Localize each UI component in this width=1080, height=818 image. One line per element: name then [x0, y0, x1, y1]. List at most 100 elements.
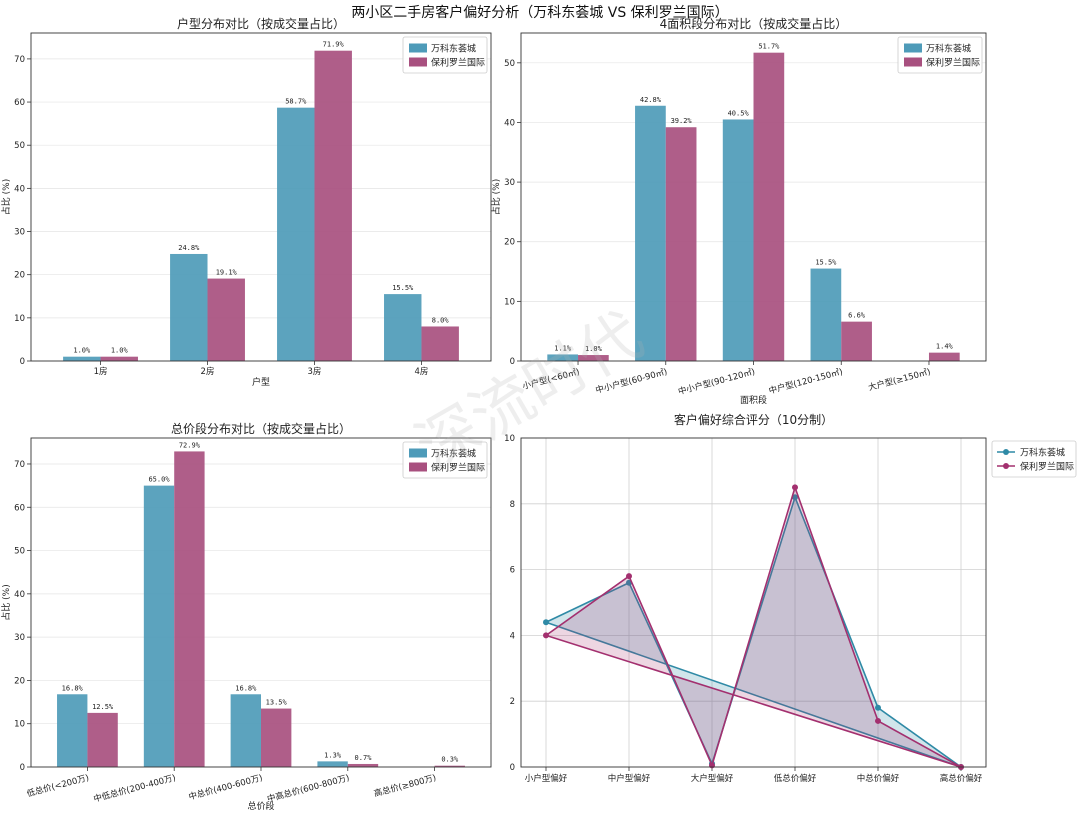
bar-保利罗兰国际-2房 [207, 278, 245, 361]
figure-title: 两小区二手房客户偏好分析（万科东荟城 VS 保利罗兰国际） [351, 4, 728, 21]
bar-保利罗兰国际-小户型(<60㎡) [578, 355, 609, 361]
y-tick-label: 60 [14, 503, 25, 513]
y-tick-label: 0 [510, 763, 515, 773]
bar-value-label: 24.8% [178, 244, 200, 252]
y-tick-label: 40 [504, 118, 515, 128]
bar-万科东荟城-中高总价(600-800万) [317, 761, 348, 767]
x-axis-label: 户型 [252, 376, 270, 388]
legend-swatch-0 [904, 43, 922, 53]
data-point-万科东荟城-低总价偏好 [792, 494, 798, 501]
bar-value-label: 0.7% [355, 754, 373, 762]
legend-label-1: 保利罗兰国际 [431, 462, 485, 474]
legend-swatch-1 [409, 57, 427, 67]
bar-value-label: 15.5% [392, 284, 414, 292]
bar-value-label: 39.2% [671, 117, 693, 125]
bar-value-label: 65.0% [148, 476, 170, 484]
bar-value-label: 12.5% [92, 703, 114, 711]
y-tick-label: 40 [14, 590, 25, 600]
data-point-万科东荟城-中总价偏好 [875, 704, 881, 711]
x-axis-label: 总价段 [247, 800, 274, 812]
bar-万科东荟城-低总价(<200万) [57, 694, 88, 767]
y-tick-label: 10 [504, 297, 515, 307]
bar-value-label: 16.8% [235, 684, 257, 692]
legend-swatch-0 [409, 448, 427, 458]
x-tick-label: 2房 [201, 366, 215, 377]
bar-万科东荟城-2房 [170, 253, 208, 361]
chart-title: 4面积段分布对比（按成交量占比） [660, 16, 848, 31]
x-tick-label: 4房 [415, 366, 429, 377]
y-tick-label: 30 [14, 228, 25, 238]
bar-万科东荟城-4房 [384, 294, 422, 361]
bar-保利罗兰国际-大户型(≥150㎡) [928, 352, 960, 361]
bar-value-label: 1.3% [324, 751, 342, 759]
bar-value-label: 1.4% [936, 343, 954, 351]
y-tick-label: 8 [510, 500, 515, 510]
bar-保利罗兰国际-高总价(≥800万) [434, 765, 465, 767]
y-tick-label: 10 [14, 314, 25, 324]
panel-layout: 0 10 20 30 40 50 60 70 1.0% 24.8% 58.7% 15.5% 1.0% 19… [0, 16, 492, 388]
bar-保利罗兰国际-中小户型(90-120㎡) [753, 52, 785, 362]
x-tick-label: 1房 [94, 366, 108, 377]
bar-value-label: 40.5% [728, 109, 750, 117]
bar-保利罗兰国际-4房 [421, 326, 459, 361]
data-point-万科东荟城-小户型偏好 [543, 619, 549, 626]
y-axis-label: 占比 (%) [0, 584, 12, 620]
bar-万科东荟城-中小户型(60-90㎡) [635, 105, 666, 361]
data-point-保利罗兰国际-低总价偏好 [792, 484, 798, 491]
y-tick-label: 60 [14, 98, 25, 108]
bar-value-label: 16.8% [62, 684, 84, 692]
y-tick-label: 30 [14, 633, 25, 643]
legend-label-1: 保利罗兰国际 [1020, 461, 1074, 473]
legend-marker-0 [1003, 449, 1009, 455]
bar-value-label: 1.0% [111, 347, 129, 355]
bar-value-label: 51.7% [758, 43, 780, 51]
x-tick-label: 小户型偏好 [525, 773, 568, 784]
data-point-保利罗兰国际-小户型偏好 [543, 632, 549, 639]
legend-swatch-1 [904, 57, 922, 67]
bar-value-label: 6.6% [848, 312, 866, 320]
bar-value-label: 42.8% [640, 96, 662, 104]
plot-frame [520, 32, 987, 362]
x-tick-label: 中总价偏好 [857, 773, 900, 784]
y-tick-label: 50 [504, 59, 515, 69]
y-tick-label: 70 [14, 55, 25, 65]
legend-marker-1 [1003, 463, 1009, 469]
legend-swatch-0 [409, 43, 427, 53]
plot-frame [520, 437, 987, 768]
y-tick-label: 10 [504, 434, 515, 444]
bar-value-label: 0.3% [441, 756, 459, 764]
x-axis-label: 面积段 [740, 394, 767, 406]
y-tick-label: 10 [14, 720, 25, 730]
panel-score: 0 2 4 6 8 10 小户型偏好 中户型偏好 大户型偏好 低总价偏好 中总价偏好 高总价偏好 客户偏… [504, 412, 1077, 784]
bar-value-label: 1.0% [73, 347, 91, 355]
bar-万科东荟城-中户型(120-150㎡) [810, 268, 842, 361]
y-tick-label: 20 [14, 271, 25, 281]
plot-frame [30, 437, 492, 768]
legend-label-0: 万科东荟城 [431, 448, 476, 460]
y-tick-label: 0 [510, 357, 515, 367]
plot-frame [30, 32, 492, 362]
bar-value-label: 58.7% [285, 98, 307, 106]
y-tick-label: 30 [504, 178, 515, 188]
bar-保利罗兰国际-中高总价(600-800万) [347, 763, 379, 767]
bar-保利罗兰国际-低总价(<200万) [87, 712, 118, 767]
y-axis-label: 占比 (%) [0, 179, 12, 215]
legend-label-0: 万科东荟城 [431, 43, 476, 55]
y-tick-label: 70 [14, 460, 25, 470]
legend-label-1: 保利罗兰国际 [926, 57, 980, 69]
legend-frame [991, 440, 1077, 478]
legend-label-1: 保利罗兰国际 [431, 57, 485, 69]
x-tick-label: 大户型偏好 [691, 773, 734, 784]
y-tick-label: 40 [14, 184, 25, 194]
y-tick-label: 0 [20, 357, 25, 367]
x-tick-label: 中户型偏好 [608, 773, 651, 784]
bar-value-label: 19.1% [216, 269, 238, 277]
bar-万科东荟城-3房 [277, 107, 315, 362]
bar-保利罗兰国际-中总价(400-600万) [261, 708, 292, 767]
y-axis-label: 占比 (%) [490, 179, 502, 215]
chart-title: 客户偏好综合评分（10分制） [674, 412, 833, 427]
